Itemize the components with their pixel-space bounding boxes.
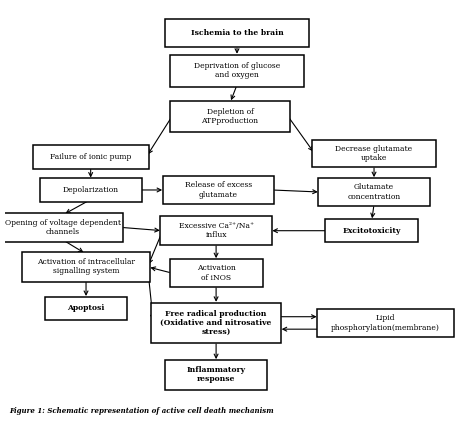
FancyBboxPatch shape — [160, 216, 272, 245]
Text: Depletion of
ATPproduction: Depletion of ATPproduction — [201, 108, 259, 125]
FancyBboxPatch shape — [33, 145, 149, 169]
Text: Failure of ionic pump: Failure of ionic pump — [50, 153, 131, 161]
Text: Apoptosi: Apoptosi — [67, 304, 105, 312]
Text: Activation of intracellular
signalling system: Activation of intracellular signalling s… — [37, 258, 135, 276]
Text: Depolarization: Depolarization — [63, 186, 119, 194]
FancyBboxPatch shape — [39, 179, 142, 202]
FancyBboxPatch shape — [46, 297, 127, 320]
FancyBboxPatch shape — [170, 259, 263, 287]
Text: Decrease glutamate
uptake: Decrease glutamate uptake — [336, 145, 412, 162]
Text: Glutamate
concentration: Glutamate concentration — [347, 184, 401, 201]
Text: Lipid
phosphorylation(membrane): Lipid phosphorylation(membrane) — [331, 314, 440, 332]
Text: Ischemia to the brain: Ischemia to the brain — [191, 29, 283, 37]
Text: Figure 1: Schematic representation of active cell death mechanism: Figure 1: Schematic representation of ac… — [9, 407, 274, 415]
Text: Release of excess
glutamate: Release of excess glutamate — [185, 181, 252, 198]
Text: Excitotoxicity: Excitotoxicity — [343, 227, 401, 235]
FancyBboxPatch shape — [22, 252, 150, 282]
Text: Deprivation of glucose
and oxygen: Deprivation of glucose and oxygen — [194, 62, 280, 79]
FancyBboxPatch shape — [317, 309, 454, 337]
FancyBboxPatch shape — [165, 360, 267, 390]
Text: Excessive Ca²⁺/Na⁺
influx: Excessive Ca²⁺/Na⁺ influx — [179, 222, 254, 239]
FancyBboxPatch shape — [2, 213, 123, 242]
FancyBboxPatch shape — [319, 178, 430, 206]
Text: Opening of voltage dependent
channels: Opening of voltage dependent channels — [5, 219, 121, 236]
FancyBboxPatch shape — [312, 140, 436, 167]
FancyBboxPatch shape — [163, 176, 274, 204]
FancyBboxPatch shape — [170, 55, 304, 87]
FancyBboxPatch shape — [325, 219, 418, 243]
FancyBboxPatch shape — [165, 19, 309, 47]
Text: Free radical production
(Oxidative and nitrosative
stress): Free radical production (Oxidative and n… — [160, 310, 272, 336]
FancyBboxPatch shape — [151, 303, 281, 343]
Text: Activation
of iNOS: Activation of iNOS — [197, 265, 236, 282]
FancyBboxPatch shape — [170, 101, 291, 132]
Text: Inflammatory
response: Inflammatory response — [187, 366, 246, 383]
